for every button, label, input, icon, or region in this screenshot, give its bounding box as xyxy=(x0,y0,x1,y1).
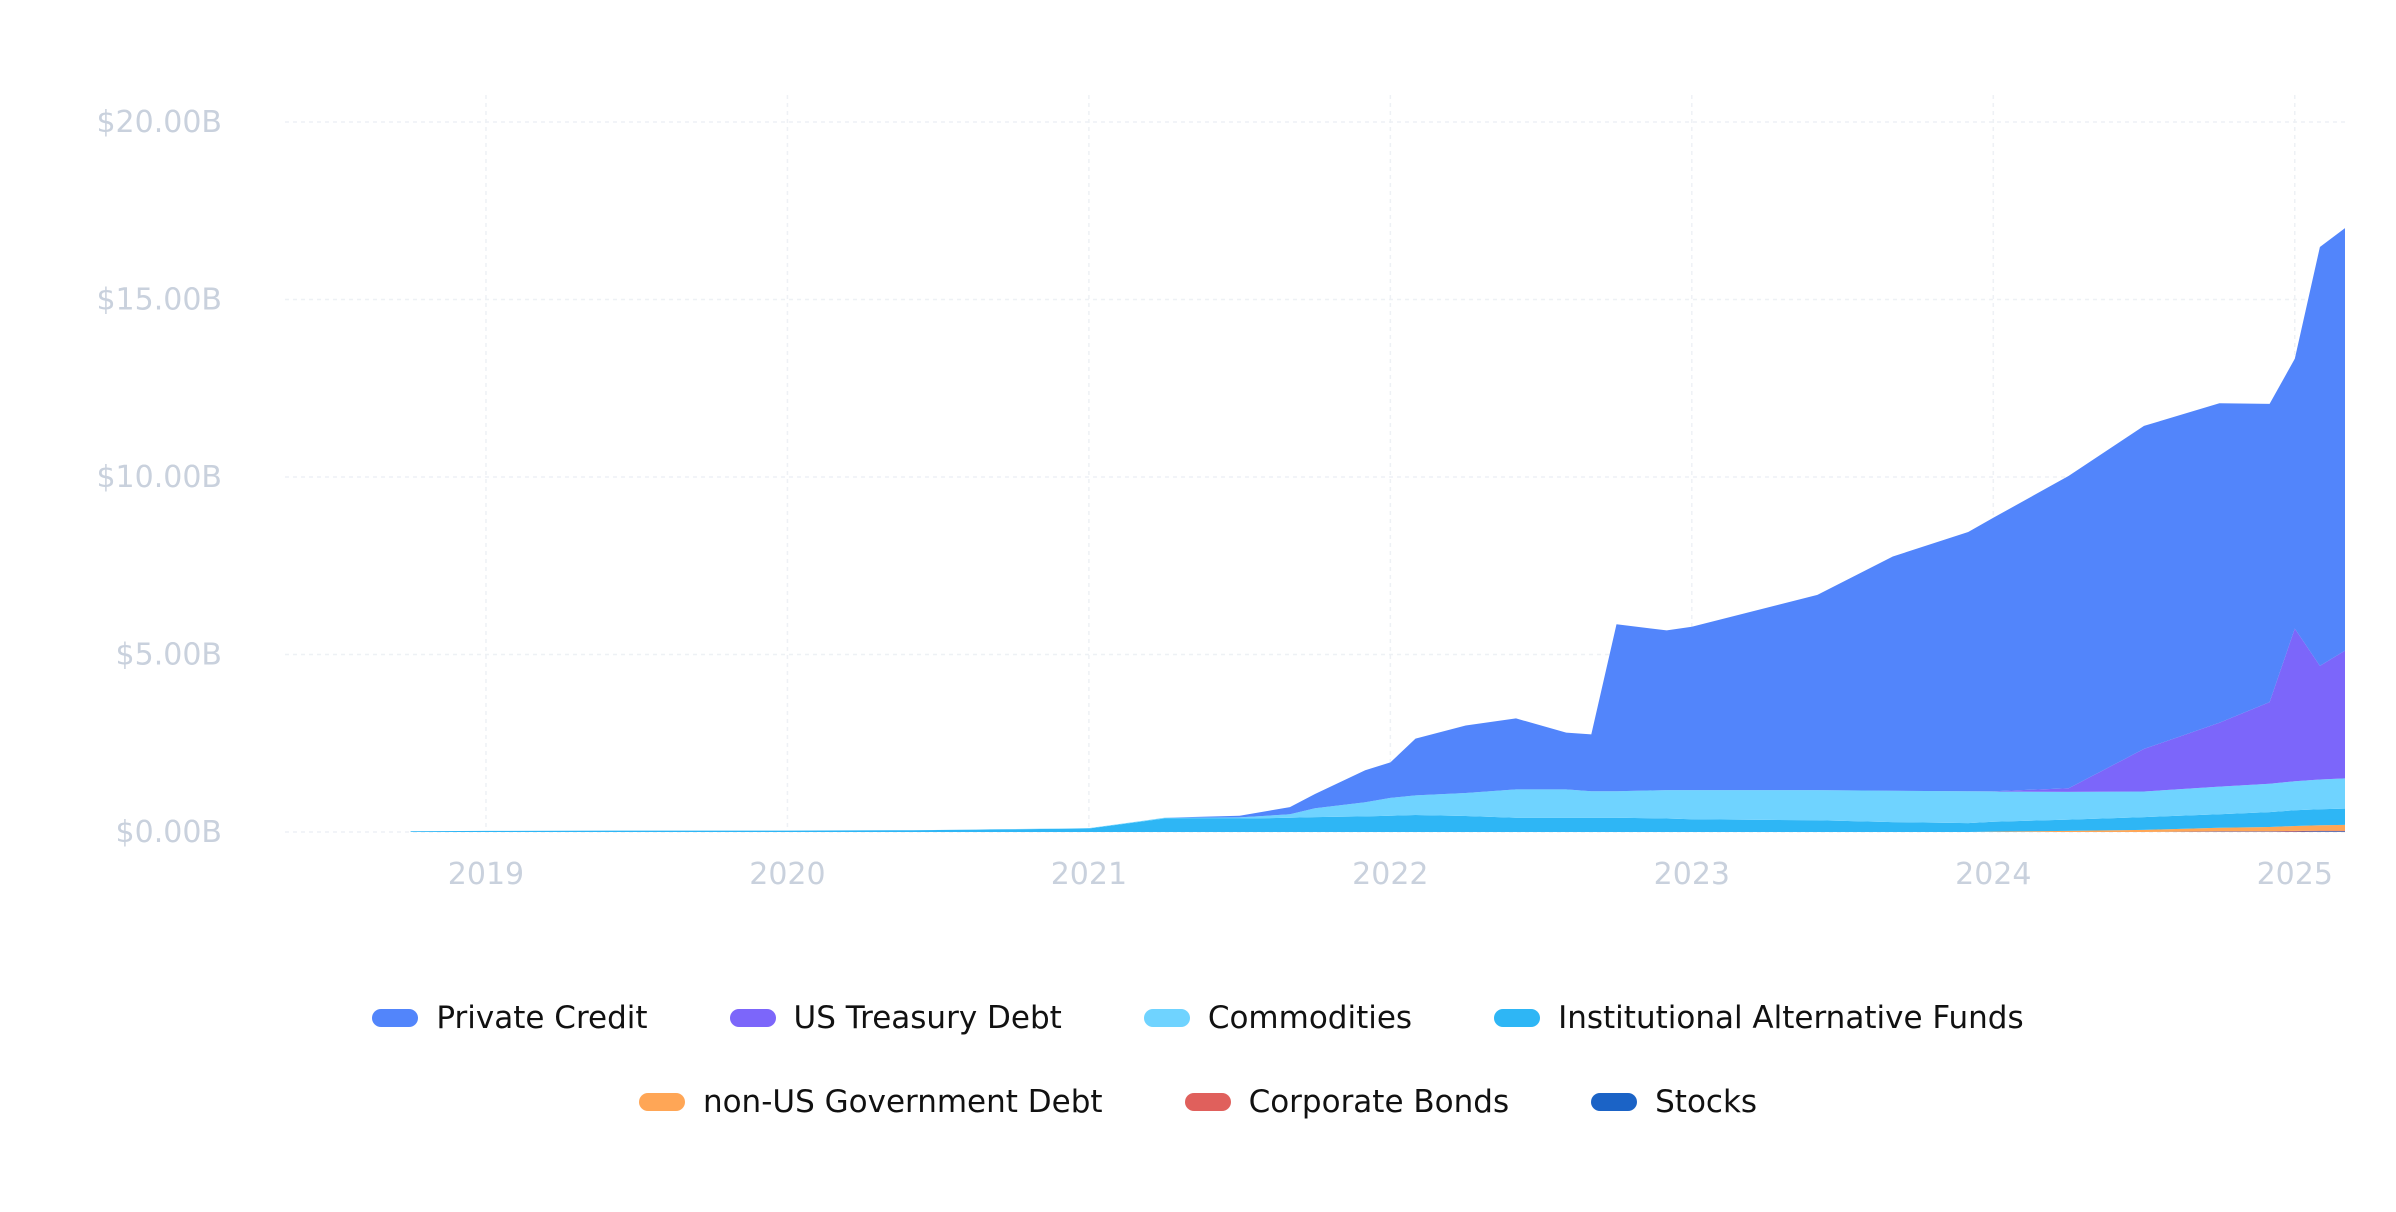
legend-item-commodities[interactable]: Commodities xyxy=(1143,1000,1413,1036)
legend-label: US Treasury Debt xyxy=(793,1000,1062,1036)
legend-item-us-treasury-debt[interactable]: US Treasury Debt xyxy=(729,1000,1062,1036)
legend-label: Private Credit xyxy=(436,1000,648,1036)
x-tick-label: 2022 xyxy=(1352,857,1428,892)
legend-item-stocks[interactable]: Stocks xyxy=(1591,1084,1757,1120)
area-institutional-alternative-funds xyxy=(410,808,2346,832)
legend-label: Commodities xyxy=(1207,1000,1413,1036)
legend-label: Institutional Alternative Funds xyxy=(1558,1000,2024,1036)
legend-swatch xyxy=(729,1009,776,1027)
legend-item-corporate-bonds[interactable]: Corporate Bonds xyxy=(1184,1084,1510,1120)
y-tick-label: $5.00B xyxy=(116,638,222,673)
area-non-us-government-debt xyxy=(410,824,2346,832)
y-tick-label: $0.00B xyxy=(116,815,222,850)
y-tick-label: $10.00B xyxy=(96,460,222,495)
x-tick-label: 2023 xyxy=(1654,857,1730,892)
area-private-credit xyxy=(410,228,2346,832)
legend-swatch xyxy=(638,1093,685,1111)
legend-label: Corporate Bonds xyxy=(1248,1084,1510,1120)
legend-swatch xyxy=(1591,1093,1638,1111)
x-tick-label: 2021 xyxy=(1051,857,1127,892)
x-tick-label: 2025 xyxy=(2257,857,2333,892)
x-axis-tick-labels: 2019 2020 2021 2022 2023 2024 2025 xyxy=(448,857,2333,892)
y-axis-tick-labels: $0.00B $5.00B $10.00B $15.00B $20.00B xyxy=(96,105,222,850)
area-series-layer xyxy=(410,228,2346,832)
legend-item-private-credit[interactable]: Private Credit xyxy=(372,1000,648,1036)
legend-label: Stocks xyxy=(1655,1084,1758,1120)
x-tick-label: 2024 xyxy=(1955,857,2031,892)
x-tick-label: 2019 xyxy=(448,857,524,892)
area-commodities xyxy=(410,778,2346,832)
legend-row-2: non-US Government Debt Corporate Bonds Sto… xyxy=(0,1084,2396,1120)
legend-item-non-us-government-debt[interactable]: non-US Government Debt xyxy=(638,1084,1103,1120)
legend-swatch xyxy=(372,1009,419,1027)
x-tick-label: 2020 xyxy=(749,857,825,892)
legend-swatch xyxy=(1184,1093,1231,1111)
legend-item-institutional-alternative-funds[interactable]: Institutional Alternative Funds xyxy=(1494,1000,2024,1036)
y-tick-label: $15.00B xyxy=(96,283,222,318)
legend-row-1: Private Credit US Treasury Debt Commoditie… xyxy=(0,1000,2396,1036)
y-tick-label: $20.00B xyxy=(96,105,222,140)
legend-swatch xyxy=(1143,1009,1190,1027)
legend-label: non-US Government Debt xyxy=(702,1084,1103,1120)
legend-swatch xyxy=(1494,1009,1541,1027)
